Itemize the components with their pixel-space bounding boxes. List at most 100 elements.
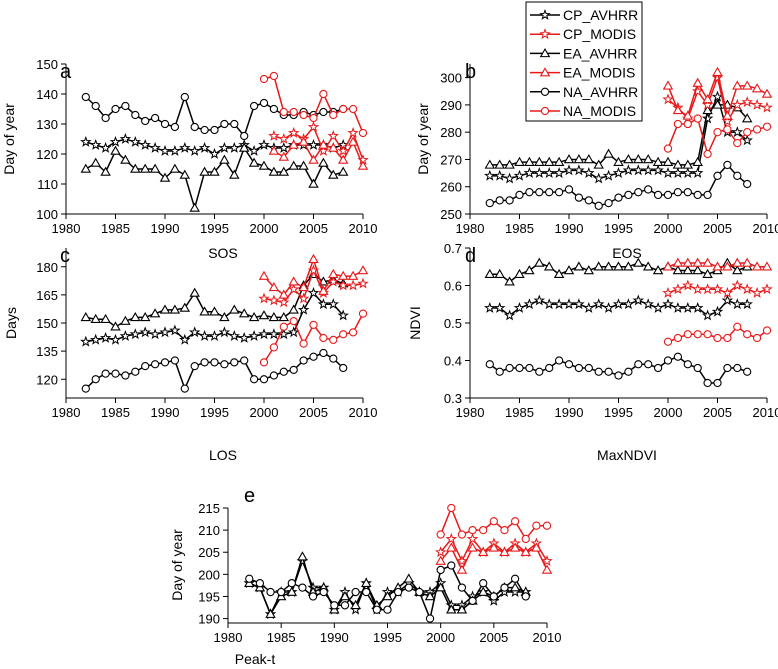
data-point xyxy=(535,367,544,376)
data-point xyxy=(525,363,534,373)
data-point xyxy=(672,159,684,169)
circle-icon xyxy=(540,106,550,116)
data-point xyxy=(159,172,171,182)
data-point xyxy=(493,169,506,181)
data-point xyxy=(210,125,219,135)
data-point xyxy=(159,144,171,156)
data-point xyxy=(741,96,753,108)
data-point xyxy=(288,276,299,286)
data-point xyxy=(298,583,307,592)
y-tick-label: 195 xyxy=(198,589,220,604)
data-point xyxy=(731,126,744,138)
data-point xyxy=(633,257,644,267)
data-point xyxy=(623,261,634,271)
data-point xyxy=(563,265,575,275)
data-point xyxy=(189,287,200,297)
data-point xyxy=(741,113,753,123)
data-point xyxy=(278,166,290,176)
data-point xyxy=(297,551,308,561)
y-tick-label: 130 xyxy=(36,117,58,132)
data-point xyxy=(80,163,92,173)
data-point xyxy=(523,298,536,310)
data-point xyxy=(494,159,505,169)
data-point xyxy=(733,322,742,331)
data-point xyxy=(299,356,308,365)
data-point xyxy=(238,308,250,318)
y-tick-label: 250 xyxy=(440,207,462,222)
data-point xyxy=(372,605,382,614)
y-tick-label: 300 xyxy=(440,71,462,86)
data-point xyxy=(554,356,564,365)
y-tick-label: 190 xyxy=(198,612,220,627)
data-point xyxy=(317,298,330,310)
data-point xyxy=(298,160,309,170)
data-point xyxy=(624,367,633,376)
y-tick-label: 0.3 xyxy=(444,391,462,406)
y-tick-label: 210 xyxy=(198,523,220,538)
data-point xyxy=(510,574,520,583)
data-point xyxy=(583,167,595,178)
data-point xyxy=(248,144,260,156)
x-tick-label: 1995 xyxy=(200,405,229,420)
legend-label: EA_MODIS xyxy=(563,65,635,81)
data-point xyxy=(269,343,279,352)
data-point xyxy=(229,169,240,179)
panel-letter: c xyxy=(60,245,70,267)
data-point xyxy=(269,104,279,114)
data-point xyxy=(80,335,92,347)
data-point xyxy=(307,138,320,150)
data-point xyxy=(722,261,733,271)
data-point xyxy=(514,156,525,166)
data-point xyxy=(634,188,643,197)
data-point xyxy=(510,517,520,526)
data-point xyxy=(741,298,753,310)
data-point xyxy=(403,573,415,583)
y-tick-label: 135 xyxy=(36,344,58,359)
data-point xyxy=(90,313,101,324)
panel-letter: a xyxy=(60,61,72,83)
data-point xyxy=(594,201,603,210)
y-tick-label: 200 xyxy=(198,567,220,582)
data-point xyxy=(683,330,692,339)
data-point xyxy=(692,265,703,275)
x-tick-label: 2000 xyxy=(654,221,683,236)
data-point xyxy=(190,361,199,371)
data-point xyxy=(642,164,654,176)
data-point xyxy=(663,356,673,365)
data-point xyxy=(703,378,712,388)
data-point xyxy=(513,301,526,313)
data-point xyxy=(425,614,435,623)
legend-entry: CP_AVHRR xyxy=(530,7,638,23)
data-point xyxy=(119,330,132,342)
data-point xyxy=(592,172,605,184)
x-tick-label: 2010 xyxy=(753,221,778,236)
data-point xyxy=(563,298,575,310)
data-point xyxy=(139,138,151,150)
data-point xyxy=(149,308,161,318)
data-point xyxy=(337,166,349,176)
data-point xyxy=(230,119,239,129)
panel-a: 1980 1985 1990 1995 2000 2005 2010 100 110 120 130… xyxy=(1,57,377,261)
data-point xyxy=(505,363,514,373)
data-point xyxy=(514,268,525,279)
data-point xyxy=(81,384,90,393)
data-point xyxy=(485,360,494,369)
data-point xyxy=(701,283,714,295)
data-point xyxy=(308,592,318,601)
data-point xyxy=(509,582,521,592)
x-tick-label: 1990 xyxy=(555,405,584,420)
data-point xyxy=(543,156,555,166)
data-point xyxy=(524,156,535,166)
data-point xyxy=(130,163,141,173)
data-point xyxy=(337,309,349,321)
y-tick-label: 120 xyxy=(36,372,58,387)
data-point xyxy=(534,257,545,267)
data-point xyxy=(583,154,595,164)
data-point xyxy=(248,330,260,342)
data-point xyxy=(682,301,694,313)
data-point xyxy=(351,587,360,597)
data-point xyxy=(129,135,142,147)
y-tick-label: 260 xyxy=(440,180,462,195)
data-point xyxy=(259,98,269,108)
data-point xyxy=(521,592,530,601)
